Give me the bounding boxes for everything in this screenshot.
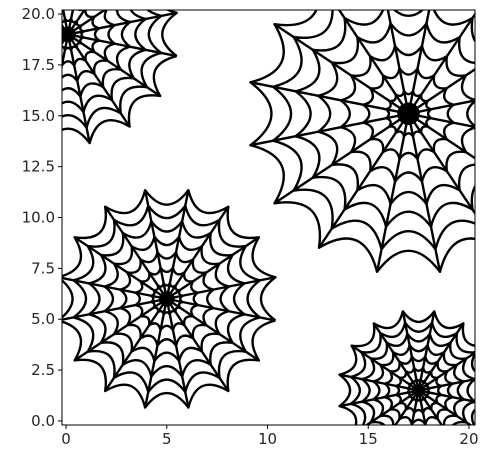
web-ring xyxy=(384,89,433,138)
web-spoke xyxy=(375,113,410,273)
spider-web-marker xyxy=(62,10,178,145)
web-ring xyxy=(339,44,475,183)
web-ring xyxy=(118,251,215,347)
y-tick-label: 15.0 xyxy=(22,107,55,125)
web-ring xyxy=(62,10,116,83)
web-spoke xyxy=(418,377,475,392)
web-ring xyxy=(72,204,262,394)
web-hub xyxy=(397,102,420,126)
web-ring xyxy=(349,321,475,425)
web-ring xyxy=(362,67,455,161)
web-spoke xyxy=(407,113,442,273)
web-ring xyxy=(62,17,85,52)
web-ring xyxy=(134,266,200,332)
web-spoke xyxy=(337,10,410,115)
y-tick-label: 0.0 xyxy=(31,412,55,430)
web-ring xyxy=(62,10,163,129)
web-spoke xyxy=(418,389,475,403)
web-spoke xyxy=(386,10,410,114)
web-ring xyxy=(62,189,277,409)
spider-web-marker xyxy=(62,189,277,409)
web-ring xyxy=(338,310,475,425)
web-spoke xyxy=(317,113,410,249)
web-spoke xyxy=(410,390,420,425)
x-tick-label: 0 xyxy=(61,430,71,448)
web-spoke xyxy=(273,23,410,115)
web-ring xyxy=(360,332,475,425)
web-ring xyxy=(406,377,432,403)
web-hub xyxy=(412,384,425,397)
web-ring xyxy=(271,10,475,251)
web-ring xyxy=(62,10,132,98)
web-spoke xyxy=(394,389,420,425)
web-ring xyxy=(150,282,184,316)
web-ring xyxy=(62,10,147,114)
web-spoke xyxy=(408,99,475,115)
x-tick-label: 20 xyxy=(459,430,478,448)
web-spoke xyxy=(408,112,475,129)
web-spoke xyxy=(364,389,420,425)
spider-web-marker xyxy=(249,10,475,274)
web-spoke xyxy=(417,389,444,425)
web-spoke xyxy=(407,113,475,216)
web-spoke xyxy=(62,34,70,71)
web-spoke xyxy=(273,112,410,205)
web-ring xyxy=(62,10,178,145)
web-ring xyxy=(87,220,246,378)
web-ring xyxy=(294,10,475,228)
y-tick-label: 5.0 xyxy=(31,310,55,328)
web-spoke xyxy=(407,67,475,115)
web-spoke xyxy=(417,390,427,425)
y-axis: 0.0 2.5 5.0 7.5 10.0 12.5 15.0 17.5 20.0 xyxy=(22,5,62,430)
web-hub xyxy=(62,26,76,43)
web-ring xyxy=(394,366,443,415)
spider-web-marker xyxy=(338,310,475,425)
x-tick-label: 5 xyxy=(162,430,172,448)
x-axis: 0 5 10 15 20 xyxy=(61,425,479,448)
web-ring xyxy=(103,235,231,363)
web-spoke xyxy=(66,10,75,35)
y-tick-label: 2.5 xyxy=(31,361,55,379)
web-spoke xyxy=(407,112,475,160)
web-hub xyxy=(159,291,175,307)
web-spoke xyxy=(407,10,431,114)
web-spoke xyxy=(250,81,409,115)
web-ring xyxy=(383,355,454,425)
web-ring xyxy=(62,10,101,67)
y-tick-label: 12.5 xyxy=(22,158,55,176)
web-ring xyxy=(372,344,465,425)
x-tick-label: 10 xyxy=(258,430,277,448)
web-spoke xyxy=(67,10,107,36)
web-spoke xyxy=(67,10,86,36)
web-spoke xyxy=(407,12,475,115)
y-tick-label: 17.5 xyxy=(22,56,55,74)
y-tick-label: 20.0 xyxy=(22,5,55,23)
web-spoke xyxy=(250,112,409,147)
web-spoke xyxy=(417,389,473,425)
y-tick-label: 7.5 xyxy=(31,259,55,277)
web-ring xyxy=(249,10,475,274)
y-tick-label: 10.0 xyxy=(22,209,55,227)
web-ring xyxy=(316,22,475,206)
web-spoke xyxy=(62,10,70,35)
x-tick-label: 15 xyxy=(359,430,378,448)
